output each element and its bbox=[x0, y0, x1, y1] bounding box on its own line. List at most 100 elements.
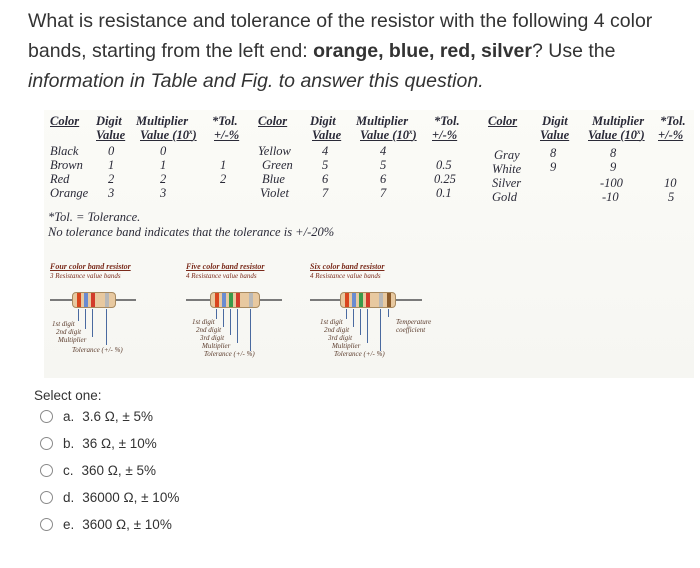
pointer-line bbox=[250, 309, 251, 351]
answer-option-c[interactable]: c. 360 Ω, ± 5% bbox=[40, 463, 156, 478]
question-line-1: What is resistance and tolerance of the … bbox=[28, 10, 653, 32]
diagram-title: Five color band resistor bbox=[186, 262, 265, 271]
row-mult: -10 bbox=[602, 190, 619, 204]
header-multiplier-2: Multiplier bbox=[356, 114, 409, 128]
label-multiplier: Multiplier bbox=[332, 342, 361, 350]
color-band bbox=[91, 293, 95, 307]
question-line-2: bands, starting from the left end: orang… bbox=[28, 36, 688, 66]
answer-option-e[interactable]: e. 3600 Ω, ± 10% bbox=[40, 517, 172, 532]
row-color: Violet bbox=[260, 186, 289, 200]
header-mult-value-2: Value (10x) bbox=[360, 128, 417, 143]
header-mult-value-1: Value (10x) bbox=[140, 128, 197, 143]
header-multiplier-1: Multiplier bbox=[136, 114, 189, 128]
radio-button[interactable] bbox=[40, 464, 53, 477]
diagram-subtitle: 3 Resistance value bands bbox=[50, 272, 121, 280]
label-multiplier: Multiplier bbox=[58, 336, 87, 344]
header-mult-value-3: Value (10x) bbox=[588, 128, 645, 143]
answer-option-d[interactable]: d. 36000 Ω, ± 10% bbox=[40, 490, 179, 505]
option-text: 36000 Ω, ± 10% bbox=[82, 490, 180, 505]
color-band bbox=[236, 293, 240, 307]
pointer-line bbox=[367, 309, 368, 343]
note-no-band: No tolerance band indicates that the tol… bbox=[48, 225, 335, 239]
color-band bbox=[84, 293, 88, 307]
label-tolerance: Tolerance (+/- %) bbox=[72, 346, 123, 354]
header-value-1: Value bbox=[96, 128, 126, 142]
row-digit: 9 bbox=[550, 160, 557, 174]
row-tol: 0.25 bbox=[434, 172, 456, 186]
diagram-subtitle: 4 Resistance value bands bbox=[186, 272, 257, 280]
row-digit: 4 bbox=[322, 144, 329, 158]
radio-button[interactable] bbox=[40, 437, 53, 450]
row-mult: 6 bbox=[380, 172, 387, 186]
header-tol-pct-2: +/-% bbox=[432, 128, 458, 142]
pointer-line bbox=[230, 309, 231, 335]
row-mult: 0 bbox=[160, 144, 167, 158]
color-band bbox=[366, 293, 370, 307]
row-color: Blue bbox=[262, 172, 285, 186]
option-text: 3600 Ω, ± 10% bbox=[82, 517, 172, 532]
header-value-3: Value bbox=[540, 128, 570, 142]
radio-button[interactable] bbox=[40, 410, 53, 423]
row-tol: 0.1 bbox=[436, 186, 452, 200]
answer-option-a[interactable]: a. 3.6 Ω, ± 5% bbox=[40, 409, 153, 424]
header-digit-1: Digit bbox=[96, 114, 122, 128]
row-color: Gold bbox=[492, 190, 517, 204]
diagram-subtitle: 4 Resistance value bands bbox=[310, 272, 381, 280]
header-color-3: Color bbox=[488, 114, 518, 128]
row-tol: 2 bbox=[220, 172, 227, 186]
resistor-body bbox=[210, 292, 260, 308]
row-color: Gray bbox=[494, 148, 520, 162]
select-one-prompt: Select one: bbox=[34, 388, 102, 403]
question-text: What is resistance and tolerance of the … bbox=[28, 6, 688, 96]
table-notes: *Tol. = Tolerance. No tolerance band ind… bbox=[48, 210, 334, 240]
question-band-colors: orange, blue, red, silver bbox=[313, 40, 532, 62]
color-band bbox=[222, 293, 226, 307]
row-color: Green bbox=[262, 158, 293, 172]
option-letter: c. bbox=[63, 463, 74, 478]
radio-button[interactable] bbox=[40, 518, 53, 531]
color-band bbox=[249, 293, 253, 307]
pointer-line bbox=[106, 309, 107, 345]
resistor-body bbox=[340, 292, 396, 308]
answer-option-b[interactable]: b. 36 Ω, ± 10% bbox=[40, 436, 157, 451]
color-band bbox=[105, 293, 109, 307]
option-letter: b. bbox=[63, 436, 75, 451]
row-color: Black bbox=[50, 144, 79, 158]
color-band bbox=[229, 293, 233, 307]
row-tol: 10 bbox=[664, 176, 677, 190]
pointer-line bbox=[380, 309, 381, 351]
header-tol-3: *Tol. bbox=[660, 114, 686, 128]
label-tolerance: Tolerance (+/- %) bbox=[204, 350, 255, 358]
color-band bbox=[379, 293, 383, 307]
header-tol-2: *Tol. bbox=[434, 114, 460, 128]
row-mult: 1 bbox=[160, 158, 167, 172]
question-line-2-start: bands, starting from the left end: bbox=[28, 40, 314, 62]
row-digit: 7 bbox=[322, 186, 329, 200]
row-tol: 5 bbox=[668, 190, 675, 204]
color-band bbox=[345, 293, 349, 307]
color-band bbox=[215, 293, 219, 307]
pointer-line bbox=[237, 309, 238, 343]
row-digit: 2 bbox=[108, 172, 115, 186]
label-3rd-digit: 3rd digit bbox=[200, 334, 225, 342]
row-color: Red bbox=[50, 172, 70, 186]
row-color: Silver bbox=[492, 176, 522, 190]
label-1st-digit: 1st digit bbox=[52, 320, 75, 328]
option-text: 360 Ω, ± 5% bbox=[81, 463, 157, 478]
color-band bbox=[359, 293, 363, 307]
row-color: Orange bbox=[50, 186, 89, 200]
pointer-line bbox=[85, 309, 86, 329]
row-color: Yellow bbox=[258, 144, 291, 158]
option-letter: a. bbox=[63, 409, 75, 424]
header-tol-pct-1: +/-% bbox=[214, 128, 240, 142]
row-digit: 5 bbox=[322, 158, 329, 172]
row-mult: 7 bbox=[380, 186, 387, 200]
label-temperature-coefficient: Temperature coefficient bbox=[396, 318, 432, 334]
pointer-line bbox=[216, 309, 217, 319]
header-value-2: Value bbox=[312, 128, 342, 142]
row-digit: 8 bbox=[550, 146, 557, 160]
radio-button[interactable] bbox=[40, 491, 53, 504]
pointer-line bbox=[388, 309, 389, 317]
row-color: White bbox=[492, 162, 522, 176]
row-color: Brown bbox=[50, 158, 83, 172]
